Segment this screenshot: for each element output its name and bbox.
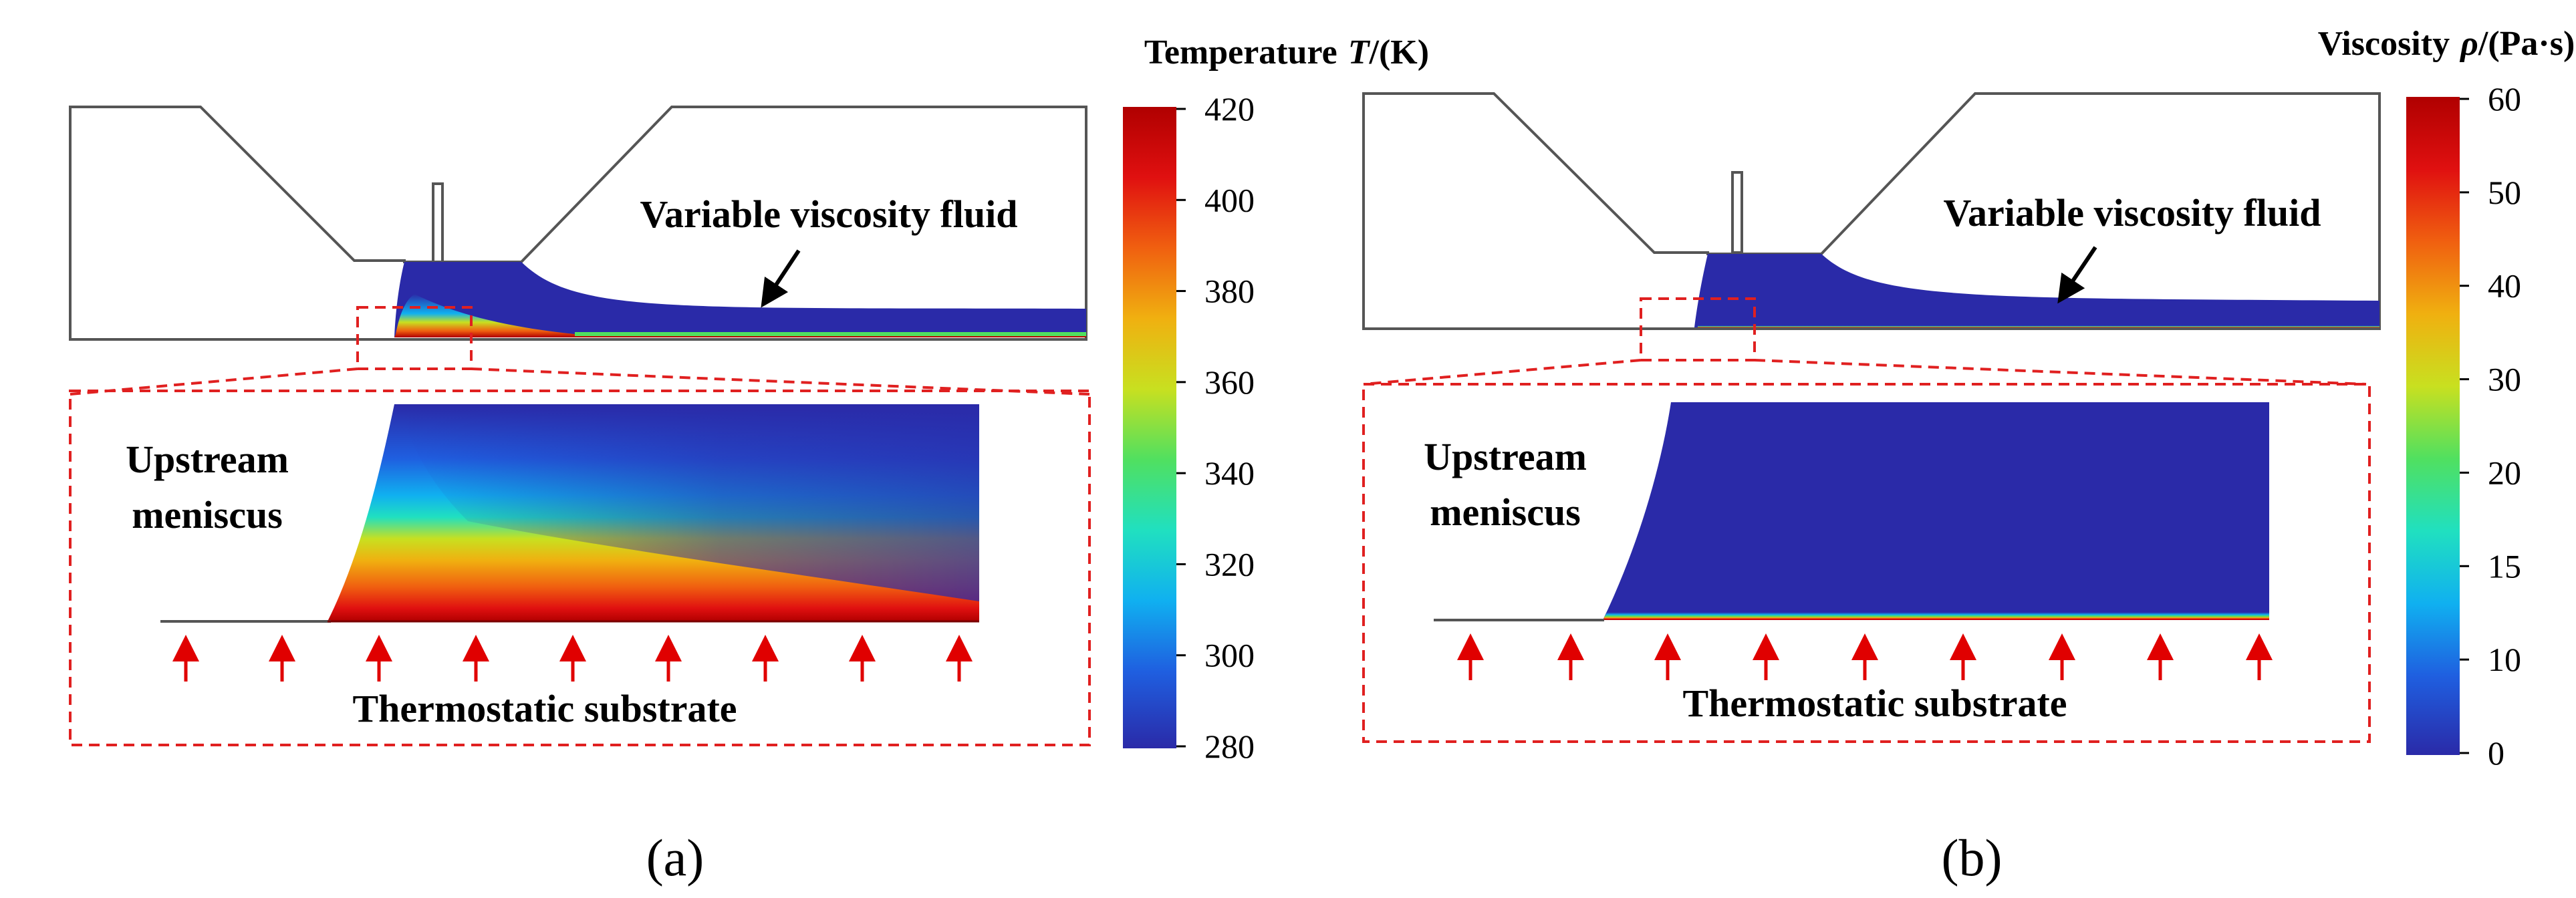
colorbar-tick-label: 30 [2488,361,2521,398]
colorbar-tick-label: 40 [2488,267,2521,305]
caption-b: (b) [1942,829,2003,887]
zoom-band-b [1603,581,2269,620]
meniscus-label-b-1: Upstream [1424,435,1587,478]
caption-a: (a) [646,829,704,887]
colorbar-title-symbol-b: ρ [2459,25,2478,63]
colorbar-title-b: Viscosity ρ/(Pa·s) [2318,25,2575,63]
shim-b [1731,171,1743,254]
zoom-box-a [69,390,1091,746]
colorbar-tick-label: 50 [2488,174,2521,211]
visc-band-b [1698,319,2379,327]
colorbar-tick-label: 300 [1204,637,1255,674]
colorbar-tick-label: 280 [1204,728,1255,765]
hot-strip-a [575,332,1086,336]
hot-layer-a [394,294,1086,337]
fluid-region-a [394,262,1086,337]
colorbar-a [1123,107,1176,748]
colorbar-title-unit-a: /(K) [1369,33,1430,71]
panel-b: Variable viscosity fluid Upstream menisc… [1362,25,2575,887]
zoom-field-b [1603,402,2269,620]
colorbar-tick-label: 20 [2488,454,2521,491]
heat-arrows-a [172,635,973,682]
zoom-source-box-a [356,306,473,370]
colorbar-title-a: Temperature T/(K) [1144,33,1429,71]
colorbar-tick-label: 360 [1204,363,1255,401]
meniscus-label-b-2: meniscus [1430,490,1581,534]
fluid-arrow-a [761,249,801,308]
heat-arrows-b [1457,633,2273,680]
zoom-connector-left-b [1363,359,1642,386]
panel-a: Variable viscosity fluid Upstream menisc… [69,33,1429,887]
fluid-region-b [1694,254,2379,327]
colorbar-ticks-a: 420 400 380 360 340 320 300 280 [1176,90,1255,765]
colorbar-title-prefix-b: Viscosity [2318,25,2450,63]
fluid-label-b: Variable viscosity fluid [1943,191,2321,235]
colorbar-title-symbol-a: T [1348,33,1371,71]
meniscus-label-a-2: meniscus [132,493,283,537]
colorbar-tick-label: 320 [1204,545,1255,583]
zoom-connector-right-b [1754,359,2367,386]
colorbar-ticks-b: 60 50 40 30 20 15 10 0 [2460,80,2521,772]
colorbar-tick-label: 15 [2488,547,2521,585]
colorbar-tick-label: 0 [2488,734,2504,772]
meniscus-label-a-1: Upstream [126,438,289,481]
colorbar-tick-label: 380 [1204,273,1255,310]
colorbar-tick-label: 340 [1204,454,1255,492]
colorbar-b [2406,97,2460,755]
zoom-box-b [1362,383,2371,743]
shim-a [432,182,444,263]
fluid-label-a: Variable viscosity fluid [640,192,1017,236]
colorbar-title-unit-b: /(Pa·s) [2478,25,2575,63]
colorbar-tick-label: 10 [2488,641,2521,678]
colorbar-tick-label: 400 [1204,181,1255,218]
fluid-arrow-b [2057,246,2097,304]
substrate-label-a: Thermostatic substrate [352,687,737,730]
colorbar-tick-label: 420 [1204,90,1255,128]
zoom-field-fade-a [401,404,979,601]
zoom-source-box-b [1640,297,1756,361]
substrate-label-b: Thermostatic substrate [1682,682,2067,725]
colorbar-tick-label: 60 [2488,80,2521,118]
colorbar-title-prefix-a: Temperature [1144,33,1337,71]
zoom-connector-left-a [70,367,358,396]
